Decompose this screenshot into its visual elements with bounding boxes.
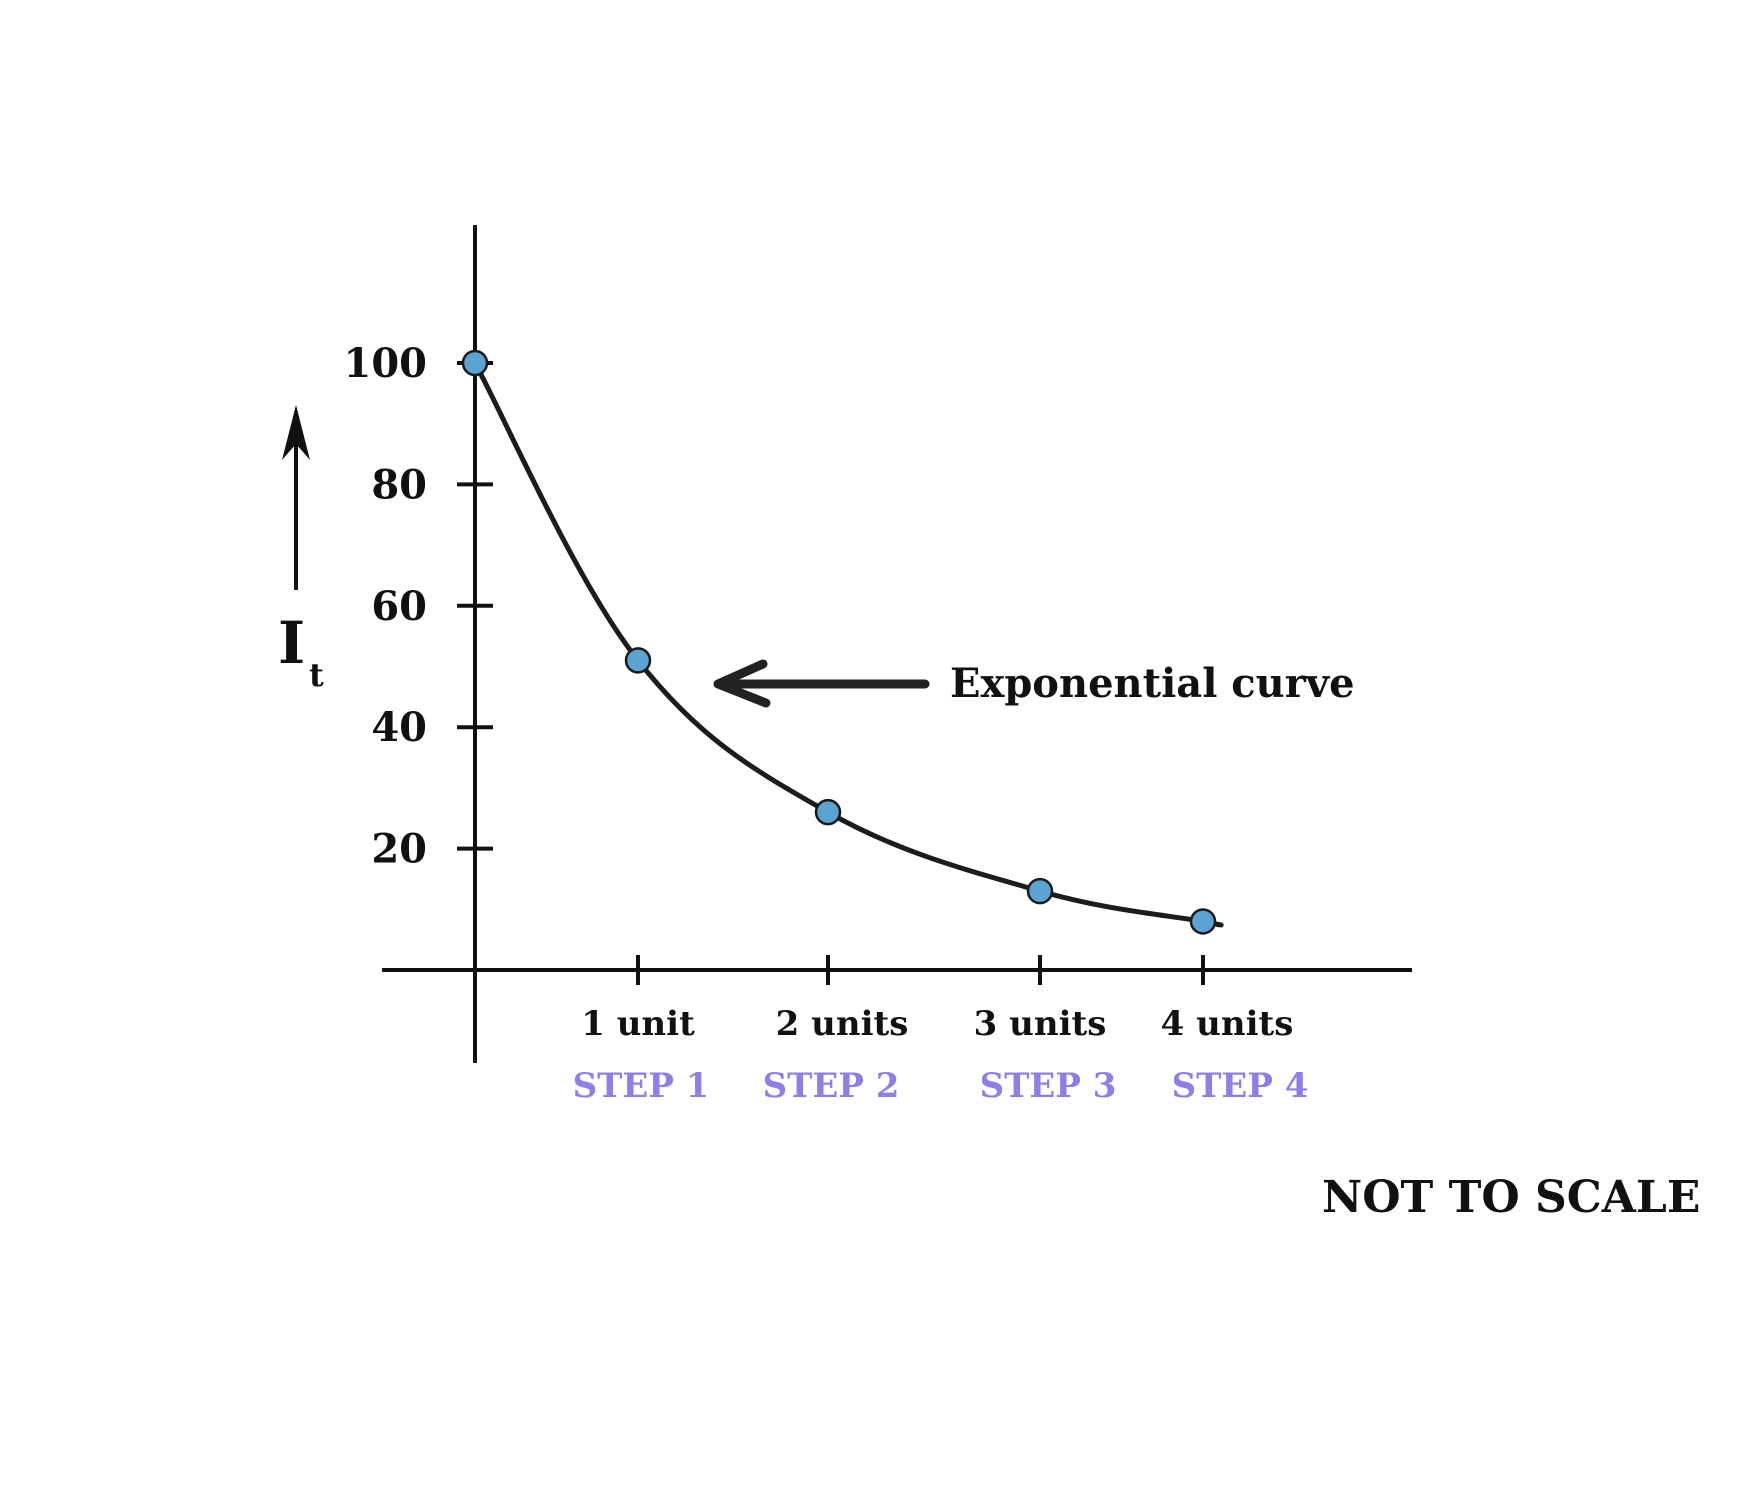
exponential-curve-line — [472, 360, 1224, 928]
x-tick-label: 4 units — [1161, 1004, 1294, 1044]
step-label: STEP 1 — [573, 1066, 710, 1106]
x-tick-label: 2 units — [776, 1004, 909, 1044]
data-point — [1026, 877, 1054, 905]
annotation-label: Exponential curve — [950, 660, 1355, 707]
y-label-arrow-head-icon — [282, 405, 310, 460]
step-label: STEP 3 — [980, 1066, 1117, 1106]
x-tick-label: 1 unit — [581, 1004, 695, 1044]
y-tick-label: 60 — [371, 583, 427, 630]
data-point — [1189, 908, 1217, 935]
x-ticks: 1 unit STEP 1 2 units STEP 2 3 units STEP 3 4 … — [573, 955, 1309, 1106]
y-tick-label: 80 — [371, 461, 427, 508]
y-label-sub: t — [309, 656, 324, 694]
y-ticks: 20 40 60 80 100 — [344, 340, 493, 873]
y-label-main: I — [278, 609, 305, 677]
y-tick-label: 20 — [371, 826, 427, 873]
data-point — [461, 349, 489, 377]
annotation: Exponential curve — [713, 659, 1355, 708]
step-label: STEP 4 — [1172, 1066, 1309, 1106]
not-to-scale-note: NOT TO SCALE — [1322, 1172, 1700, 1223]
annotation-arrow-head-icon — [713, 659, 771, 708]
data-point — [814, 798, 842, 826]
y-tick-label: 40 — [371, 704, 427, 751]
y-tick-label: 100 — [344, 340, 428, 387]
y-axis-label: I t — [278, 405, 324, 694]
step-label: STEP 2 — [763, 1066, 900, 1106]
data-points — [461, 349, 1217, 935]
data-point — [624, 647, 652, 674]
x-tick-label: 3 units — [974, 1004, 1107, 1044]
